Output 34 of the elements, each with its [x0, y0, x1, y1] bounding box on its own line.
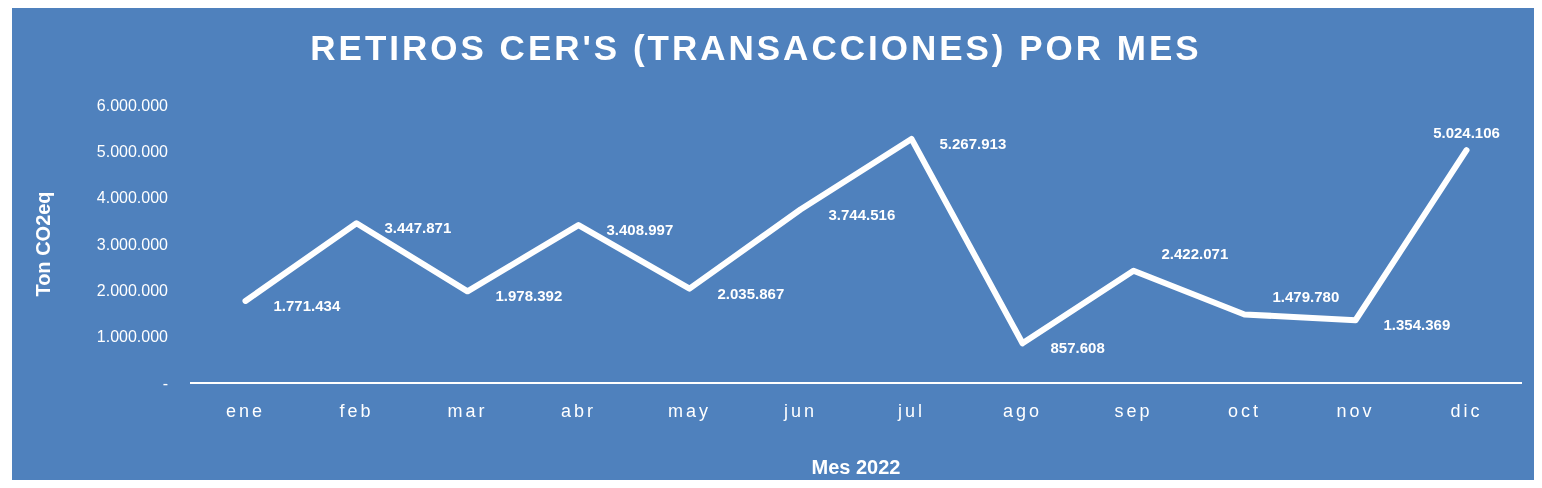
y-tick-label: 5.000.000	[96, 142, 169, 160]
x-tick-label: nov	[1336, 401, 1375, 421]
data-label: 3.447.871	[384, 219, 452, 237]
y-tick-label: 4.000.000	[96, 189, 169, 207]
x-tick-label: may	[667, 401, 712, 421]
y-tick-label: 1.000.000	[96, 328, 169, 346]
x-tick-label: sep	[1114, 401, 1153, 421]
data-label: 2.035.867	[717, 284, 785, 302]
data-label: 3.408.997	[606, 221, 674, 239]
data-label: 5.024.106	[1433, 124, 1500, 142]
x-tick-label: ago	[1002, 401, 1043, 421]
data-label: 1.978.392	[495, 287, 563, 305]
data-label: 857.608	[1050, 339, 1105, 357]
x-tick-label: feb	[339, 401, 374, 421]
x-axis-title: Mes 2022	[811, 456, 901, 478]
x-tick-label: abr	[560, 401, 597, 421]
data-label: 2.422.071	[1161, 244, 1229, 262]
x-tick-label: oct	[1227, 401, 1262, 421]
data-label: 1.354.369	[1383, 316, 1451, 334]
x-tick-label: jul	[896, 401, 926, 421]
data-label: 5.267.913	[939, 134, 1007, 152]
y-tick-label: -	[162, 374, 168, 392]
x-tick-label: jun	[782, 401, 818, 421]
data-label: 3.744.516	[828, 205, 896, 223]
y-axis-title: Ton CO2eq	[32, 191, 54, 297]
y-tick-label: 3.000.000	[96, 235, 169, 253]
x-tick-label: mar	[447, 401, 488, 421]
data-label: 1.479.780	[1272, 288, 1340, 306]
x-tick-label: ene	[225, 401, 266, 421]
chart-title: RETIROS CER'S (TRANSACCIONES) POR MES	[310, 28, 1202, 67]
data-label: 1.771.434	[273, 296, 341, 314]
y-tick-label: 6.000.000	[96, 96, 169, 114]
x-tick-label: dic	[1450, 401, 1483, 421]
y-tick-label: 2.000.000	[96, 281, 169, 299]
